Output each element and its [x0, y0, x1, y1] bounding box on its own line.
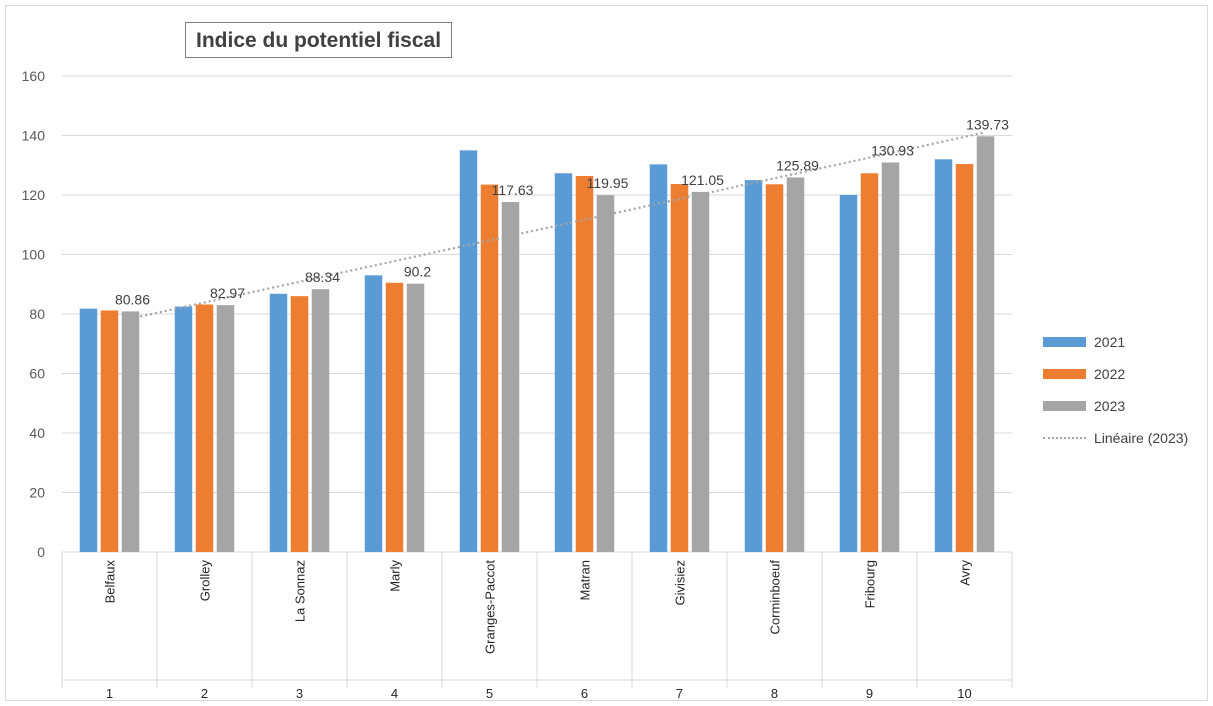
bar-2022: [955, 164, 974, 552]
bar-2021: [79, 308, 98, 552]
bar-2023: [786, 177, 805, 553]
bar-2023: [406, 283, 425, 552]
bar-2021: [554, 173, 573, 552]
x-category-label: Grolley: [198, 560, 213, 602]
bar-2023: [216, 305, 235, 552]
data-label: 117.63: [492, 182, 534, 198]
bar-2021: [649, 164, 668, 553]
legend-label-trendline: Linéaire (2023): [1094, 430, 1189, 446]
bar-2021: [269, 293, 288, 552]
x-category-number: 1: [106, 686, 113, 701]
x-category-number: 2: [201, 686, 208, 701]
bar-2022: [385, 282, 404, 552]
legend-swatch-trendline: [1043, 437, 1086, 439]
y-tick-label: 40: [29, 425, 45, 441]
bar-2021: [364, 275, 383, 552]
data-label: 139.73: [966, 116, 1009, 132]
legend-label-2021: 2021: [1094, 334, 1126, 350]
bar-2022: [575, 175, 594, 552]
bar-2021: [934, 159, 953, 553]
x-category-number: 8: [771, 686, 778, 701]
x-category-number: 3: [296, 686, 303, 701]
bar-2021: [744, 180, 763, 552]
bar-2022: [480, 184, 499, 552]
legend-item-trendline: Linéaire (2023): [1043, 422, 1188, 454]
x-category-number: 7: [676, 686, 683, 701]
x-category-number: 10: [957, 686, 971, 701]
legend-item-2023: 2023: [1043, 390, 1188, 422]
legend-item-2022: 2022: [1043, 358, 1188, 390]
x-category-label: Givisiez: [673, 560, 688, 606]
y-tick-label: 60: [29, 366, 45, 382]
x-category-number: 6: [581, 686, 588, 701]
data-label: 121.05: [681, 172, 724, 188]
y-tick-label: 20: [29, 485, 45, 501]
bar-2022: [195, 304, 214, 552]
bar-2023: [501, 202, 520, 552]
data-label: 125.89: [776, 157, 819, 173]
x-category-number: 5: [486, 686, 493, 701]
bar-2023: [976, 136, 995, 552]
y-tick-label: 0: [37, 544, 45, 560]
trendline: [130, 131, 986, 320]
bar-2021: [839, 195, 858, 552]
y-tick-label: 120: [22, 187, 46, 203]
x-category-label: Avry: [958, 560, 973, 586]
data-label: 80.86: [115, 291, 150, 307]
x-category-label: Marly: [388, 560, 403, 592]
data-label: 90.2: [404, 264, 431, 280]
x-category-label: La Sonnaz: [293, 560, 308, 622]
bar-2021: [174, 306, 193, 552]
data-label: 119.95: [587, 175, 629, 191]
bar-2022: [765, 184, 784, 553]
chart-area: [5, 5, 1208, 701]
data-label: 130.93: [871, 142, 914, 158]
legend-item-2021: 2021: [1043, 326, 1188, 358]
y-tick-label: 100: [22, 247, 46, 263]
bar-2023: [691, 191, 710, 552]
x-category-label: Granges-Paccot: [483, 560, 498, 654]
data-label: 82.97: [210, 285, 245, 301]
y-tick-label: 80: [29, 306, 45, 322]
bar-2023: [596, 195, 615, 552]
legend-swatch-2022: [1043, 369, 1086, 379]
chart-title: Indice du potentiel fiscal: [185, 22, 453, 58]
y-tick-label: 160: [22, 68, 46, 84]
legend-label-2022: 2022: [1094, 366, 1126, 382]
bar-2022: [670, 183, 689, 552]
bar-2022: [100, 310, 119, 552]
x-category-label: Corminboeuf: [768, 560, 783, 635]
data-label: 88.34: [305, 269, 340, 285]
legend-swatch-2023: [1043, 401, 1086, 411]
legend-label-2023: 2023: [1094, 398, 1126, 414]
bar-2022: [290, 296, 309, 552]
x-category-number: 4: [391, 686, 398, 701]
x-category-label: Belfaux: [103, 560, 118, 604]
legend: 2021 2022 2023 Linéaire (2023): [1043, 326, 1188, 454]
x-category-label: Matran: [578, 560, 593, 600]
bar-2023: [881, 162, 900, 552]
bar-2022: [860, 173, 879, 552]
bar-2021: [459, 150, 478, 552]
x-category-number: 9: [866, 686, 873, 701]
legend-swatch-2021: [1043, 337, 1086, 347]
bar-2023: [121, 311, 140, 552]
y-tick-label: 140: [22, 128, 46, 144]
bar-2023: [311, 289, 330, 552]
x-category-label: Fribourg: [863, 560, 878, 608]
